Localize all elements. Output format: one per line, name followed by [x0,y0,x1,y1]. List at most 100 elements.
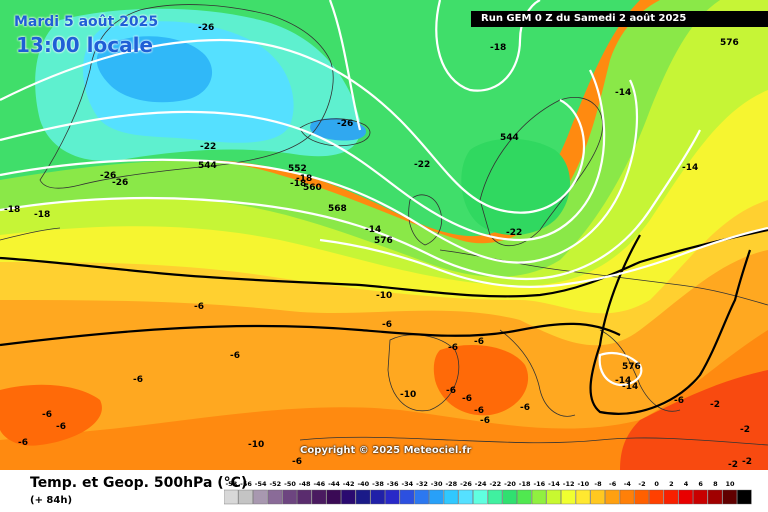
map-labels: -26 -18 576 -14 -26 544 -22 544 552 -22 … [4,23,752,470]
scale-swatch: -24 [473,480,488,505]
map-label: -18 [290,179,306,189]
scale-swatch: -28 [443,480,459,505]
scale-swatch: -52 [267,480,283,505]
map-label: -6 [462,394,472,404]
scale-swatch: -14 [546,480,561,505]
scale-swatch: -20 [502,480,517,505]
field-band-red-southeast [620,370,768,470]
scale-swatch-color [517,489,532,505]
scale-tick-label: -2 [638,480,645,488]
scale-tick-label: -14 [548,480,560,488]
scandinavia-coast [479,97,603,247]
field-band-light-green [0,0,720,277]
scale-tick-label: -48 [299,480,311,488]
scale-tick-label: -58 [225,480,237,488]
temperature-color-scale: -58 -56 -54 -52 -50 -48 -46 -44 -42 -40 -38 -36 -34-… [224,480,752,505]
scale-swatch-color [605,489,620,505]
scale-swatch-color [282,489,297,505]
italy-coast [499,329,576,417]
scale-swatch-color [458,489,473,505]
scale-tick-label: -28 [445,480,457,488]
scale-swatch: -38 [370,480,385,505]
scale-swatch-color [238,489,253,505]
scale-swatch: -16 [531,480,547,505]
scale-swatch-color [224,489,239,505]
scale-tick-label: -40 [357,480,369,488]
scale-swatch-color [561,489,576,505]
map-label: 576 [374,236,393,246]
scale-swatch: -22 [487,480,503,505]
contour-black-sea [598,351,643,387]
scale-tick-label: -22 [489,480,501,488]
scale-tick-label: -54 [255,480,267,488]
scale-swatch-color [722,489,737,505]
scale-swatch-color [663,489,679,505]
scale-swatch: -12 [561,480,576,505]
black-sea-outline [589,234,752,415]
scale-swatch-color [370,489,385,505]
iceland-coast [299,118,371,147]
contour-560 [0,79,639,264]
scale-tick-label: 4 [684,480,689,488]
scale-swatch-color [487,489,503,505]
scale-swatch: -56 [238,480,253,505]
map-label: -14 [615,376,631,386]
scale-swatch: -32 [414,480,429,505]
map-label: -18 [296,174,312,184]
map-label: 552 [288,164,307,174]
scale-swatch: -54 [253,480,268,505]
africa-coast [299,436,768,446]
map-label: -18 [4,205,20,215]
scale-tick-label: -12 [563,480,575,488]
map-label: -6 [448,343,458,353]
scale-tick-label: -26 [460,480,472,488]
map-label: -26 [100,171,116,181]
field-band-red-iberia [433,345,529,416]
scale-swatch-color [737,489,752,505]
scale-swatch: 8 [707,480,723,505]
map-label: -6 [474,406,484,416]
scale-tick-label: -38 [372,480,384,488]
map-label: -14 [682,163,698,173]
scale-swatch-color [693,489,708,505]
scale-swatch: -46 [311,480,327,505]
map-label: -26 [198,23,214,33]
scale-swatch-color [355,489,371,505]
scale-swatch-color [634,489,649,505]
map-label: 568 [328,204,347,214]
parameter-title: Temp. et Geop. 500hPa (°C) [30,475,248,491]
lead-time: (+ 84h) [30,495,73,506]
scale-swatch: 6 [693,480,708,505]
map-label: -22 [414,160,430,170]
scale-tick-label: -8 [594,480,602,488]
scale-swatch [737,489,752,505]
scale-swatch-color [297,489,312,505]
scale-swatch-color [678,489,693,505]
scale-tick-label: -32 [416,480,428,488]
scale-swatch: -42 [341,480,356,505]
map-label: -26 [337,119,353,129]
scale-tick-label: -56 [240,480,252,488]
temperature-geopotential-map: -26 -18 576 -14 -26 544 -22 544 552 -22 … [0,0,768,470]
canada-coast [0,227,61,241]
map-label: -2 [740,425,750,435]
map-label: -6 [133,375,143,385]
map-label: -2 [728,460,738,470]
map-label: -6 [42,410,52,420]
scale-swatch-color [385,489,400,505]
scale-swatch: -10 [575,480,591,505]
contour-568 [0,129,701,281]
scale-swatch-color [575,489,591,505]
scale-tick-label: 6 [698,480,703,488]
scale-tick-label: -36 [387,480,399,488]
field-band-blue-iceland [310,118,366,141]
scale-swatch-color [649,489,664,505]
map-label: 544 [500,133,519,143]
scale-swatch: 2 [663,480,679,505]
scale-tick-label: 10 [725,480,735,488]
scale-tick-label: -20 [504,480,516,488]
map-label: -6 [230,351,240,361]
scale-tick-label: -18 [519,480,531,488]
scale-tick-label: -46 [313,480,325,488]
